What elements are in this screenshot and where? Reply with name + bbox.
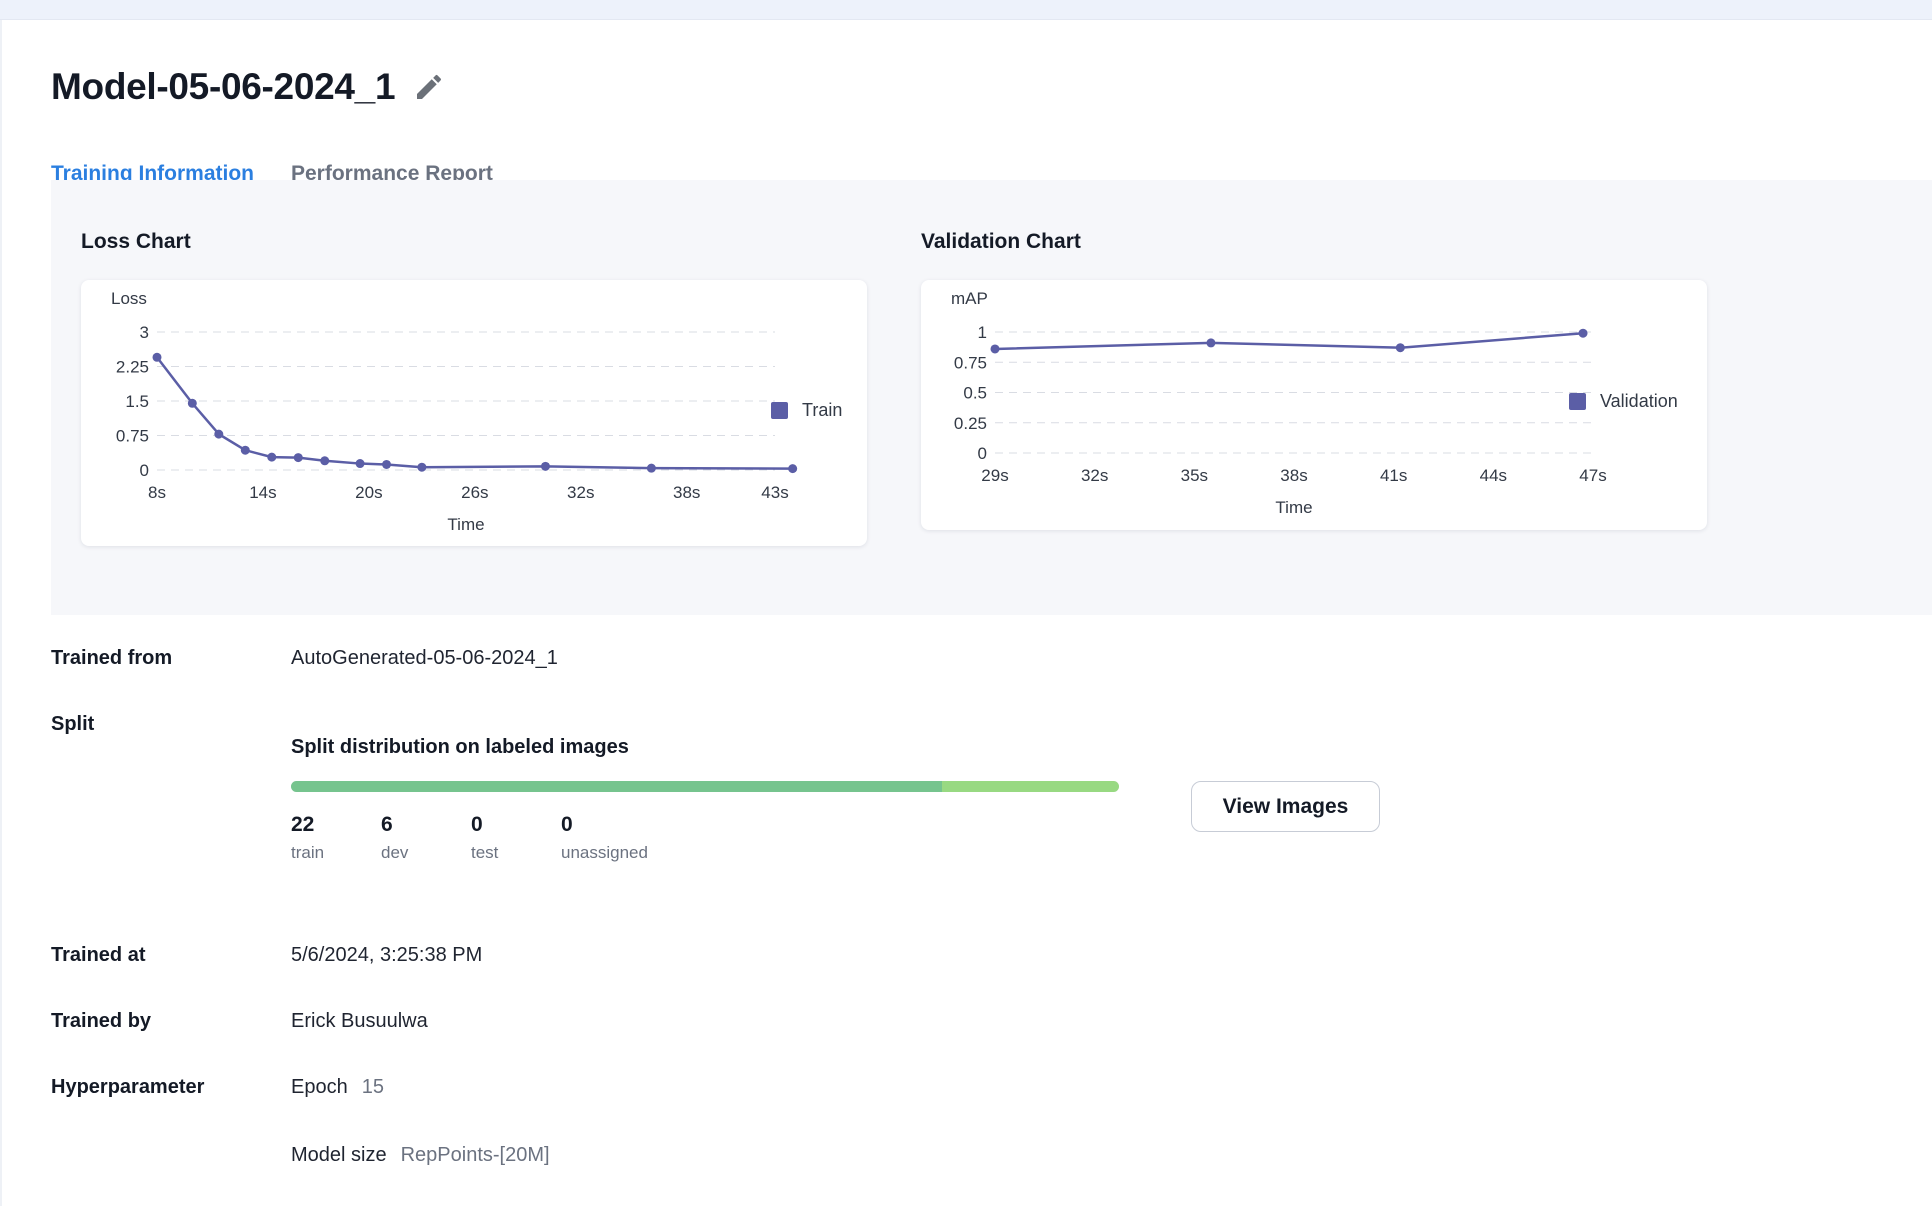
trained-from-value: AutoGenerated-05-06-2024_1	[291, 647, 558, 669]
data-point[interactable]	[382, 459, 392, 469]
stat-test-label: test	[471, 843, 499, 862]
hyperparameter-label: Hyperparameter	[51, 1076, 205, 1098]
x-tick-label: 20s	[355, 483, 382, 502]
stat-test-count: 0	[471, 813, 483, 836]
hyperparameter-epoch-value: 15	[361, 1076, 384, 1098]
stat-dev-count: 6	[381, 813, 393, 836]
data-point[interactable]	[214, 429, 224, 439]
loss-legend[interactable]: Train	[771, 400, 842, 421]
x-tick-label: 47s	[1579, 466, 1606, 485]
data-point[interactable]	[1395, 343, 1405, 353]
tab-performance-report[interactable]: Performance Report	[291, 162, 493, 185]
x-tick-label: 8s	[148, 483, 166, 502]
loss-chart-card: Loss 0 0.75 1.5 2.25 3 8s 14s 20s 26s 32s 38s 43s Tim…	[81, 280, 867, 546]
x-tick-label: 29s	[981, 466, 1008, 485]
y-tick-label: 0	[978, 444, 987, 463]
series-line	[156, 356, 793, 470]
y-axis-label: Loss	[111, 289, 147, 308]
hyperparameter-epoch-key: Epoch	[291, 1076, 348, 1098]
x-tick-label: 38s	[1280, 466, 1307, 485]
data-point[interactable]	[293, 453, 303, 463]
x-tick-label: 26s	[461, 483, 488, 502]
stat-dev: 6 dev	[381, 813, 408, 863]
split-distribution-bar	[291, 781, 1119, 792]
data-point[interactable]	[990, 344, 1000, 354]
validation-chart-title: Validation Chart	[921, 230, 1081, 253]
data-point[interactable]	[267, 452, 277, 462]
stat-unassigned-count: 0	[561, 813, 573, 836]
legend-label-train: Train	[802, 400, 843, 420]
data-point[interactable]	[187, 398, 197, 408]
x-tick-label: 44s	[1480, 466, 1507, 485]
data-point[interactable]	[152, 352, 162, 362]
y-tick-label: 1.5	[125, 392, 149, 411]
y-axis-label: mAP	[951, 289, 988, 308]
x-tick-label: 41s	[1380, 466, 1407, 485]
validation-legend[interactable]: Validation	[1569, 391, 1678, 412]
split-label: Split	[51, 713, 95, 735]
left-divider	[0, 20, 2, 1206]
stat-test: 0 test	[471, 813, 498, 863]
x-tick-label: 32s	[1081, 466, 1108, 485]
y-tick-label: 0.75	[954, 353, 987, 372]
data-point[interactable]	[788, 464, 798, 474]
hyperparameter-model-size: Model size RepPoints-[20M]	[291, 1144, 550, 1167]
data-point[interactable]	[417, 462, 427, 472]
y-tick-label: 0.25	[954, 414, 987, 433]
legend-swatch	[771, 402, 788, 419]
split-distribution-title: Split distribution on labeled images	[291, 736, 629, 758]
data-point[interactable]	[1578, 328, 1588, 338]
stat-train-count: 22	[291, 813, 315, 836]
x-axis-label: Time	[447, 515, 484, 534]
legend-label-validation: Validation	[1600, 391, 1678, 411]
hyperparameter-model-size-key: Model size	[291, 1144, 387, 1166]
trained-at-label: Trained at	[51, 944, 146, 966]
y-tick-label: 3	[140, 323, 149, 342]
page-title: Model-05-06-2024_1	[51, 66, 396, 107]
trained-by-value: Erick Busuulwa	[291, 1010, 428, 1032]
x-tick-label: 43s	[761, 483, 788, 502]
data-point[interactable]	[540, 461, 550, 471]
y-tick-label: 1	[978, 323, 987, 342]
x-axis-label: Time	[1275, 498, 1312, 517]
charts-panel: Loss Chart Loss 0 0.75 1.5 2.25 3 8s 14s 20s 26s 3…	[51, 180, 1932, 615]
y-tick-label: 2.25	[116, 358, 149, 377]
validation-chart: mAP 0 0.25 0.5 0.75 1 29s 32s 35s 38s 41s 44s 47s Tim…	[951, 289, 1607, 517]
split-segment-dev	[941, 781, 1119, 792]
series-line	[994, 331, 1584, 351]
stat-unassigned: 0 unassigned	[561, 813, 648, 863]
stat-dev-label: dev	[381, 843, 409, 862]
hyperparameter-epoch: Epoch 15	[291, 1076, 384, 1099]
trained-at-value: 5/6/2024, 3:25:38 PM	[291, 944, 483, 966]
data-point[interactable]	[646, 463, 656, 473]
trained-by-label: Trained by	[51, 1010, 152, 1032]
view-images-button[interactable]: View Images	[1191, 781, 1380, 832]
data-point[interactable]	[1206, 338, 1216, 348]
loss-chart-title: Loss Chart	[81, 230, 191, 253]
stat-unassigned-label: unassigned	[561, 843, 648, 862]
data-point[interactable]	[320, 456, 330, 466]
pencil-icon[interactable]	[413, 71, 445, 103]
x-tick-label: 32s	[567, 483, 594, 502]
trained-from-label: Trained from	[51, 647, 173, 669]
stat-train: 22 train	[291, 813, 324, 863]
y-tick-label: 0	[140, 461, 149, 480]
split-segment-train	[291, 781, 942, 792]
x-tick-label: 14s	[249, 483, 276, 502]
stat-train-label: train	[291, 843, 325, 862]
data-point[interactable]	[355, 459, 365, 469]
y-tick-label: 0.5	[963, 384, 987, 403]
top-bar	[0, 0, 1932, 20]
model-detail-page: Model-05-06-2024_1 Training Information …	[51, 20, 1932, 1206]
title-row: Model-05-06-2024_1	[51, 66, 445, 108]
legend-swatch	[1569, 393, 1586, 410]
validation-chart-card: mAP 0 0.25 0.5 0.75 1 29s 32s 35s 38s 41s 44s 47s Tim…	[921, 280, 1707, 530]
y-tick-label: 0.75	[116, 427, 149, 446]
data-point[interactable]	[240, 445, 250, 455]
x-tick-label: 38s	[673, 483, 700, 502]
x-tick-label: 35s	[1181, 466, 1208, 485]
hyperparameter-model-size-value: RepPoints-[20M]	[400, 1144, 550, 1166]
